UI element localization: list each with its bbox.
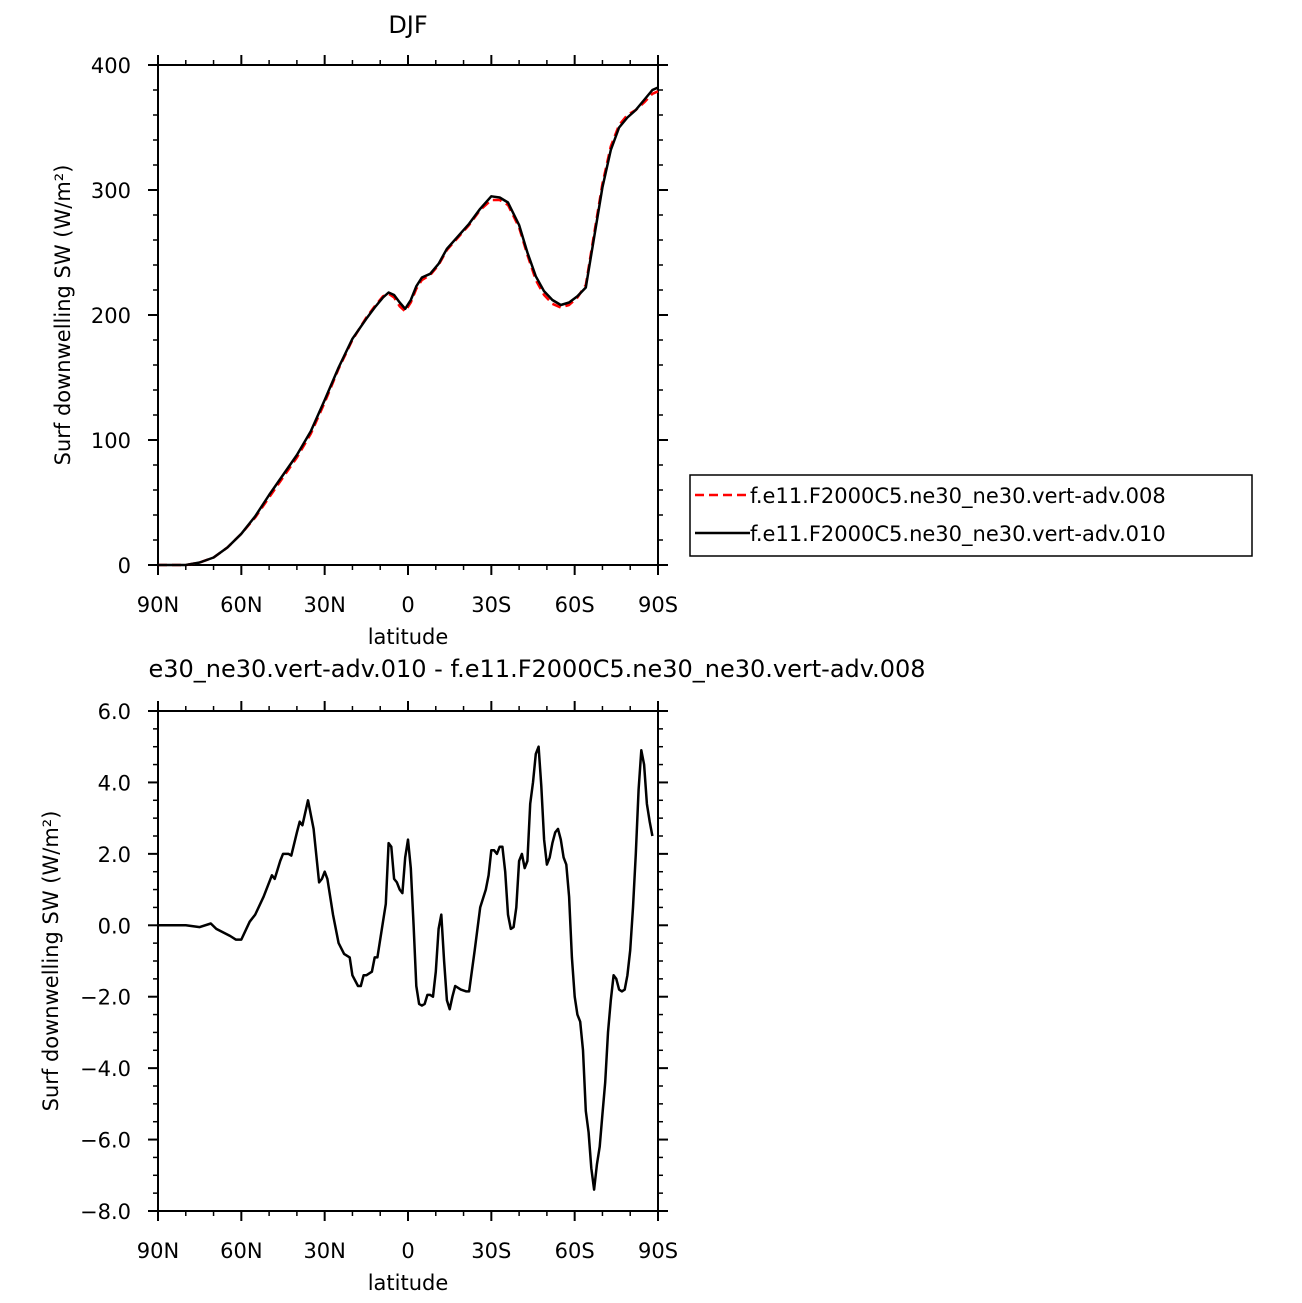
- plot-title: e30_ne30.vert-adv.010 - f.e11.F2000C5.ne…: [148, 655, 925, 683]
- y-tick-label: −6.0: [80, 1129, 131, 1153]
- x-tick-label: 90S: [638, 593, 678, 617]
- x-tick-label: 30S: [471, 593, 511, 617]
- y-tick-label: −4.0: [80, 1057, 131, 1081]
- x-tick-label: 60N: [220, 593, 262, 617]
- y-axis-label: Surf downwelling SW (W/m²): [39, 811, 63, 1112]
- series-line-1: [158, 90, 659, 567]
- x-tick-label: 90N: [137, 593, 179, 617]
- x-tick-label: 90S: [638, 1239, 678, 1263]
- x-tick-label: 0: [401, 593, 414, 617]
- y-tick-label: 100: [91, 429, 131, 453]
- x-tick-label: 60N: [220, 1239, 262, 1263]
- x-tick-label: 60S: [555, 593, 595, 617]
- y-tick-label: 200: [91, 304, 131, 328]
- legend-entry: f.e11.F2000C5.ne30_ne30.vert-adv.008: [750, 484, 1166, 509]
- legend-box: [689, 474, 1253, 557]
- bottom-panel: e30_ne30.vert-adv.010 - f.e11.F2000C5.ne…: [39, 655, 926, 1295]
- top-panel: DJF 0 100 200 300 400 90N 60N 30N 0 30S 60S 90S latit…: [51, 11, 1253, 649]
- x-tick-label: 60S: [555, 1239, 595, 1263]
- x-tick-label: 90N: [137, 1239, 179, 1263]
- x-tick-label: 0: [401, 1239, 414, 1263]
- y-axis-label: Surf downwelling SW (W/m²): [51, 165, 75, 466]
- y-tick-label: 0: [118, 554, 131, 578]
- plot-title: DJF: [388, 11, 427, 39]
- y-tick-label: 0.0: [98, 914, 131, 938]
- legend: f.e11.F2000C5.ne30_ne30.vert-adv.008 f.e1…: [689, 474, 1253, 557]
- series-line-1: [158, 745, 654, 1191]
- y-tick-label: −8.0: [80, 1200, 131, 1224]
- y-tick-label: 4.0: [98, 771, 131, 795]
- x-axis-label: latitude: [368, 625, 449, 649]
- x-tick-label: 30N: [303, 593, 345, 617]
- series-line-2: [158, 86, 659, 567]
- plot-frame: [157, 64, 659, 566]
- x-axis-label: latitude: [368, 1271, 449, 1295]
- y-tick-label: 6.0: [98, 700, 131, 724]
- plot-frame: [157, 710, 659, 1212]
- y-tick-label: 2.0: [98, 843, 131, 867]
- x-tick-label: 30N: [303, 1239, 345, 1263]
- y-tick-label: 400: [91, 54, 131, 78]
- y-tick-label: 300: [91, 179, 131, 203]
- x-tick-label: 30S: [471, 1239, 511, 1263]
- y-tick-label: −2.0: [80, 986, 131, 1010]
- legend-entry: f.e11.F2000C5.ne30_ne30.vert-adv.010: [750, 522, 1166, 547]
